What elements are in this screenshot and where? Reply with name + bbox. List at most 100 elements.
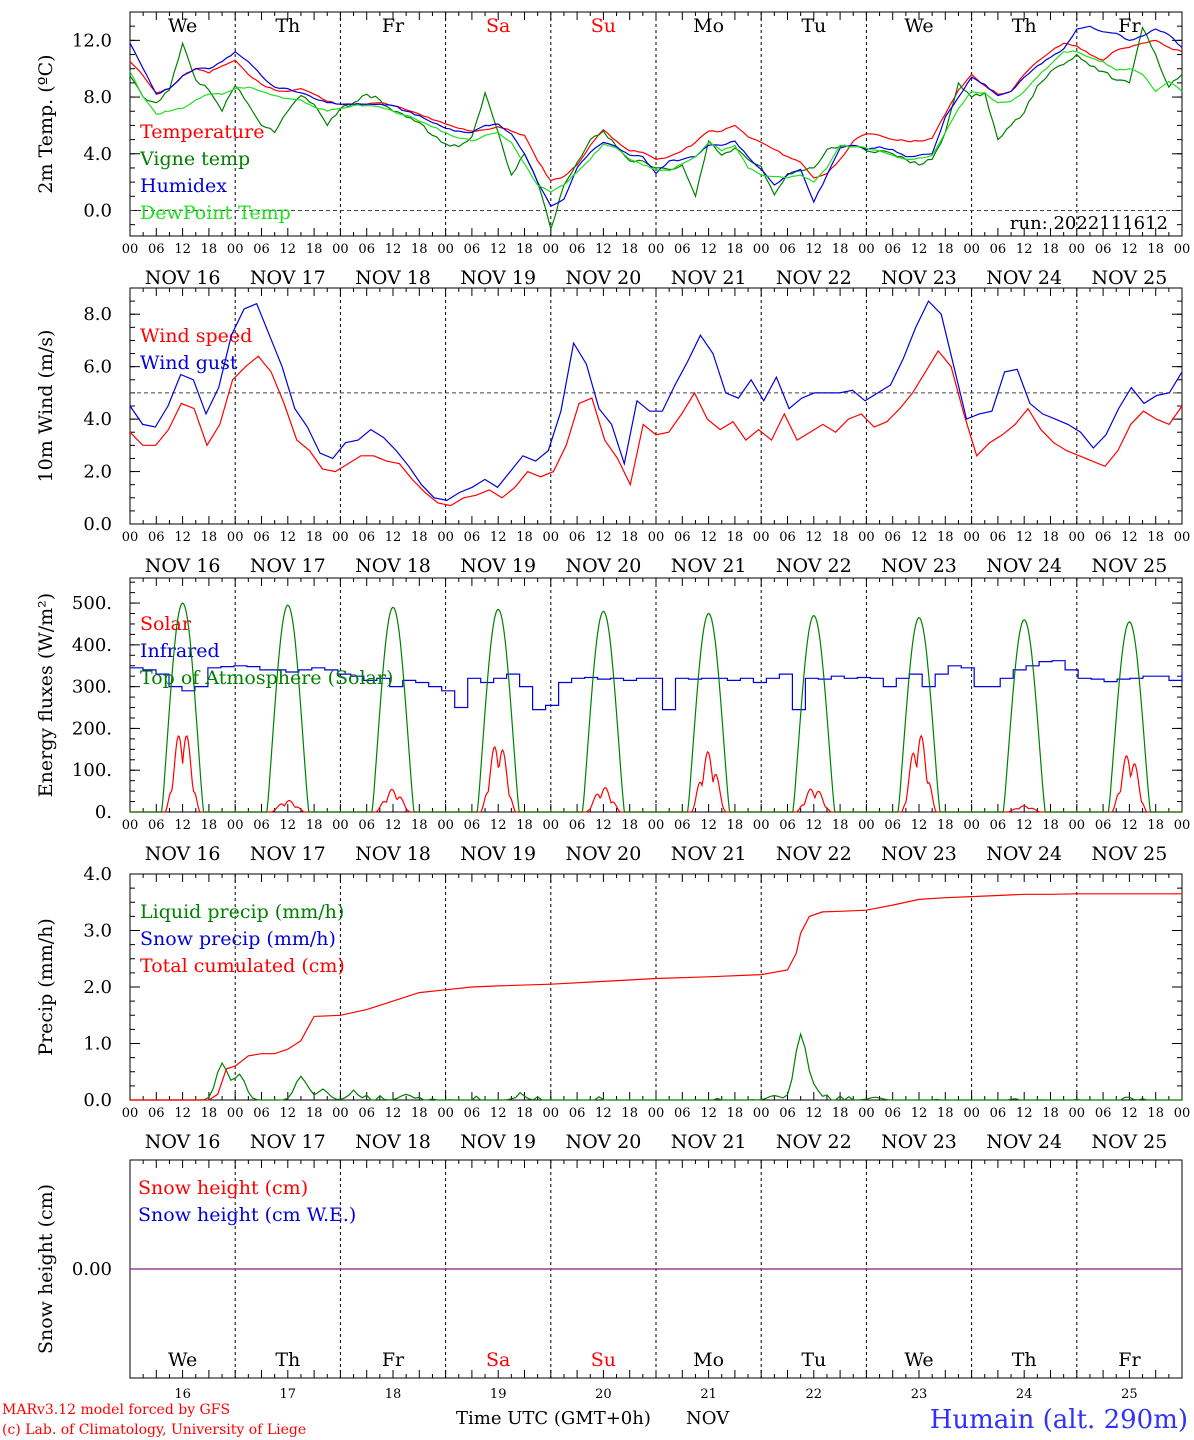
panel-0: 0.0 4.0 8.0 12.0 2m Temp. (ºC) 00 06 12 18 NOV 16… [35,11,1190,289]
hour-tick-label: 18 [411,1106,428,1121]
date-label: NOV 18 [355,1131,431,1153]
hour-tick-label: 18 [937,1106,954,1121]
weekday-label: Fr [1118,15,1141,37]
panel-3: 0.0 1.0 2.0 3.0 4.0 Precip (mm/h) 00 06 12 18 NOV … [35,864,1190,1153]
hour-tick-label: 06 [884,530,901,545]
hour-tick-label: 18 [516,1106,533,1121]
hour-tick-label: 06 [674,242,691,257]
hour-tick-label: 06 [253,242,270,257]
date-label: NOV 21 [671,267,747,289]
hour-tick-label: 06 [884,1106,901,1121]
date-label: NOV 24 [986,267,1062,289]
hour-tick-label: 18 [832,530,849,545]
hour-tick-label: 18 [306,242,323,257]
hour-tick-label: 06 [779,818,796,833]
y-axis-label: 10m Wind (m/s) [35,330,57,483]
weekday-label: Fr [382,15,405,37]
hour-tick-label: 00 [332,530,349,545]
hour-tick-label: 18 [1042,242,1059,257]
y-tick-label: 2.0 [83,462,112,483]
y-axis-label: Energy fluxes (W/m²) [35,593,57,797]
hour-tick-label: 12 [911,242,928,257]
hour-tick-label: 00 [1069,530,1086,545]
hour-tick-label: 18 [621,818,638,833]
hour-tick-label: 12 [385,1106,402,1121]
date-label: NOV 20 [565,1131,641,1153]
date-label: NOV 19 [460,555,536,577]
hour-tick-label: 12 [700,530,717,545]
hour-tick-label: 18 [727,818,744,833]
hour-tick-label: 00 [227,242,244,257]
date-label: NOV 18 [355,555,431,577]
weekday-label: Fr [1118,1349,1141,1371]
hour-tick-label: 18 [516,242,533,257]
hour-tick-label: 06 [358,242,375,257]
hour-tick-label: 18 [516,530,533,545]
day-number-label: 21 [700,1387,717,1402]
hour-tick-label: 12 [174,1106,191,1121]
hour-tick-label: 12 [806,1106,823,1121]
hour-tick-label: 06 [464,1106,481,1121]
day-number-label: 19 [490,1387,507,1402]
hour-tick-label: 06 [464,818,481,833]
y-tick-label: 4.0 [83,144,112,165]
legend-entry: Wind speed [140,325,252,347]
weekday-label: Th [275,15,300,37]
hour-tick-label: 18 [621,242,638,257]
y-tick-label: 4.0 [83,864,112,885]
y-tick-label: 300. [72,677,112,698]
y-tick-label: 8.0 [83,87,112,108]
y-tick-label: 0.0 [83,200,112,221]
hour-tick-label: 06 [990,242,1007,257]
date-label: NOV 21 [671,1131,747,1153]
hour-tick-label: 06 [884,242,901,257]
hour-tick-label: 06 [779,242,796,257]
weekday-label: Su [591,15,616,37]
legend-entry: Snow height (cm) [138,1177,308,1199]
weekday-label: Tu [801,1349,826,1371]
hour-tick-label: 06 [464,530,481,545]
hour-tick-label: 12 [280,242,297,257]
y-tick-label: 0. [95,802,112,823]
hour-tick-label: 00 [122,530,139,545]
hour-tick-label: 06 [1095,530,1112,545]
hour-tick-label: 18 [1042,530,1059,545]
hour-tick-label: 06 [358,530,375,545]
hour-tick-label: 18 [832,242,849,257]
hour-tick-label: 00 [437,530,454,545]
date-label: NOV 22 [776,555,852,577]
hour-tick-label: 06 [990,818,1007,833]
y-tick-label: 400. [72,635,112,656]
date-label: NOV 19 [460,843,536,865]
hour-tick-label: 00 [1174,530,1191,545]
legend-entry: Vigne temp [139,148,250,170]
hour-tick-label: 18 [201,818,218,833]
hour-tick-label: 00 [543,818,560,833]
weekday-label: Th [1012,15,1037,37]
hour-tick-label: 12 [1016,1106,1033,1121]
hour-tick-label: 18 [832,818,849,833]
legend-entry: Liquid precip (mm/h) [140,901,344,923]
hour-tick-label: 06 [569,530,586,545]
hour-tick-label: 06 [674,1106,691,1121]
hour-tick-label: 18 [727,530,744,545]
month-label: NOV [686,1408,730,1429]
hour-tick-label: 06 [148,1106,165,1121]
series-line [130,660,1183,711]
hour-tick-label: 18 [1147,530,1164,545]
panel-4: 0.00 Snow height (cm) We Th Fr Sa Su Mo Tu We Th Fr… [35,1159,1183,1402]
hour-tick-label: 00 [963,530,980,545]
date-label: NOV 23 [881,1131,957,1153]
hour-tick-label: 00 [648,530,665,545]
date-label: NOV 22 [776,843,852,865]
day-number-label: 17 [280,1387,297,1402]
hour-tick-label: 18 [201,530,218,545]
y-tick-label: 6.0 [83,357,112,378]
series-line [129,25,1183,231]
hour-tick-label: 18 [1042,1106,1059,1121]
weekday-label: Mo [693,15,724,37]
date-label: NOV 23 [881,555,957,577]
hour-tick-label: 00 [963,242,980,257]
weekday-label: Sa [486,15,510,37]
hour-tick-label: 06 [148,242,165,257]
